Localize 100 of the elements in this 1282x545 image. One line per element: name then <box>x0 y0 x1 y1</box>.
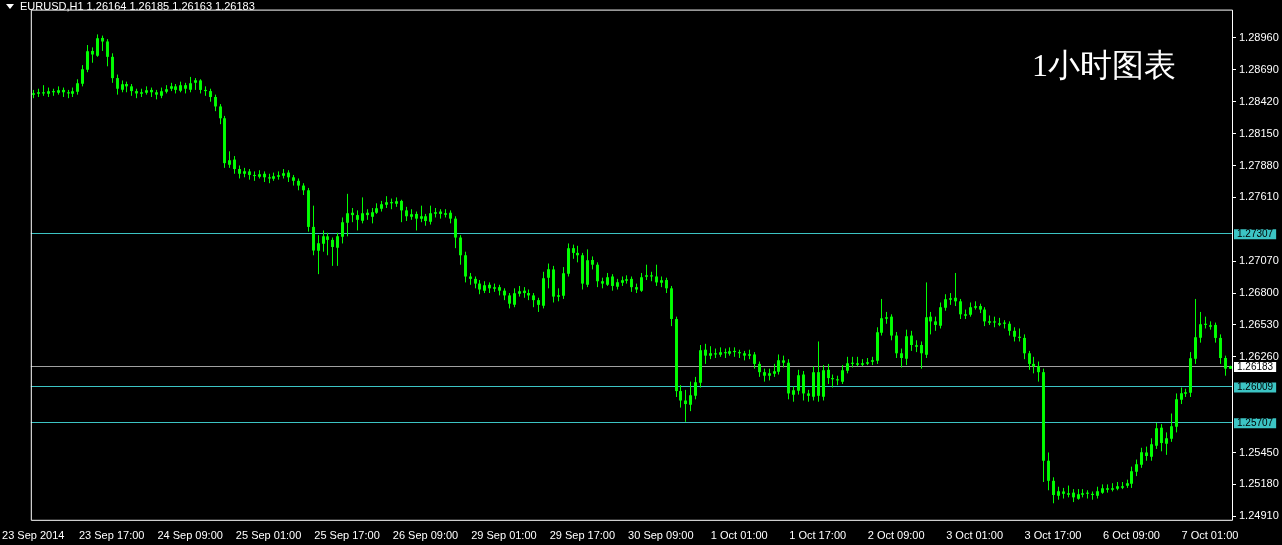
x-tick-label: 30 Sep 09:00 <box>628 529 694 542</box>
candlestick <box>812 365 815 402</box>
candlestick <box>679 384 682 409</box>
y-tick-label: 1.27880 <box>1239 158 1279 171</box>
ref-line-label: 1.26183 <box>1237 360 1274 372</box>
x-tick-label: 3 Oct 01:00 <box>946 529 1004 542</box>
candlestick <box>464 251 467 283</box>
candlestick <box>792 385 795 403</box>
candlestick <box>684 389 687 423</box>
candlestick <box>817 340 820 403</box>
candlestick <box>1175 392 1178 433</box>
candlestick <box>547 263 550 289</box>
candlestick <box>920 340 923 370</box>
y-tick-label: 1.27610 <box>1239 190 1279 203</box>
x-tick-label: 23 Sep 17:00 <box>78 529 145 542</box>
x-tick-label: 25 Sep 01:00 <box>235 529 302 542</box>
candlestick <box>802 370 805 402</box>
candlestick <box>596 261 599 288</box>
candlestick <box>925 281 928 359</box>
chart-title: EURUSD,H1 1.26164 1.26185 1.26163 1.26183 <box>20 0 255 12</box>
candlestick <box>253 170 256 182</box>
candlestick <box>562 266 565 300</box>
candlestick <box>797 369 800 396</box>
y-tick-label: 1.25180 <box>1239 477 1279 490</box>
candlestick <box>1028 350 1031 371</box>
candlestick <box>326 232 329 256</box>
candlestick <box>322 229 325 253</box>
candlestick <box>969 301 972 318</box>
candlestick <box>106 38 109 67</box>
x-tick-label: 26 Sep 09:00 <box>392 529 459 542</box>
candlestick <box>640 272 643 293</box>
candlestick <box>895 331 898 359</box>
candlestick <box>116 74 119 96</box>
x-tick-label: 2 Oct 09:00 <box>867 529 925 542</box>
candlestick <box>1214 322 1217 344</box>
candlestick <box>1130 466 1133 489</box>
candlestick <box>42 84 45 97</box>
candlestick <box>983 306 986 327</box>
candlestick <box>542 271 545 309</box>
y-tick-label: 1.26260 <box>1239 349 1279 362</box>
candlestick <box>1086 489 1089 500</box>
candlestick <box>331 237 334 267</box>
candlestick <box>1037 361 1040 383</box>
x-tick-label: 1 Oct 17:00 <box>789 529 847 542</box>
candlestick <box>827 363 830 385</box>
candlestick <box>954 272 957 307</box>
candlestick <box>454 215 457 249</box>
candlestick <box>317 234 320 275</box>
ref-line-label: 1.26009 <box>1237 381 1274 393</box>
candlestick <box>1052 476 1055 504</box>
candlestick <box>429 205 432 226</box>
x-tick-label: 7 Oct 01:00 <box>1181 529 1239 542</box>
candlestick <box>86 44 89 73</box>
x-tick-label: 23 Sep 2014 <box>2 529 65 542</box>
y-tick-label: 1.25450 <box>1239 445 1279 458</box>
candlestick <box>689 381 692 412</box>
candlestick <box>1224 355 1227 377</box>
candlestick <box>96 33 99 58</box>
candlestick <box>415 211 418 231</box>
candlestick <box>1091 490 1094 501</box>
candlestick <box>361 196 364 224</box>
candlestick <box>1140 447 1143 469</box>
x-tick-label: 25 Sep 17:00 <box>314 529 380 542</box>
candlestick <box>1170 413 1173 443</box>
x-tick-label: 29 Sep 17:00 <box>549 529 616 542</box>
candlestick <box>1199 311 1202 344</box>
candlestick <box>900 348 903 368</box>
candlestick <box>1018 327 1021 342</box>
candlestick <box>76 78 79 96</box>
candlestick <box>346 193 349 237</box>
x-tick-label: 6 Oct 09:00 <box>1103 529 1160 542</box>
candlestick <box>841 364 844 385</box>
candlestick <box>204 85 207 97</box>
candlestick <box>341 216 344 244</box>
y-tick-label: 1.28420 <box>1239 94 1279 107</box>
candlestick <box>905 329 908 366</box>
y-tick-label: 1.26530 <box>1239 317 1279 330</box>
annotation: 1小时图表 <box>1032 46 1176 85</box>
candlestick <box>459 234 462 266</box>
y-tick-label: 1.28150 <box>1239 126 1279 139</box>
candlestick <box>1150 437 1153 462</box>
candlestick <box>910 330 913 352</box>
candlestick <box>733 346 736 358</box>
candlestick <box>219 103 222 125</box>
candlestick <box>959 298 962 320</box>
candlestick <box>1023 333 1026 360</box>
candlestick <box>890 313 893 341</box>
candlestick <box>939 301 942 329</box>
x-tick-label: 29 Sep 01:00 <box>471 529 537 542</box>
candlestick <box>1160 423 1163 452</box>
candlestick <box>1047 451 1050 491</box>
candlestick <box>1155 422 1158 450</box>
candlestick <box>822 364 825 402</box>
candlestick <box>1194 298 1197 365</box>
candlestick <box>704 343 707 365</box>
candlestick <box>81 64 84 87</box>
candlestick <box>567 242 570 278</box>
candlestick <box>831 374 834 389</box>
candlestick <box>336 232 339 267</box>
candlestick <box>777 353 780 376</box>
